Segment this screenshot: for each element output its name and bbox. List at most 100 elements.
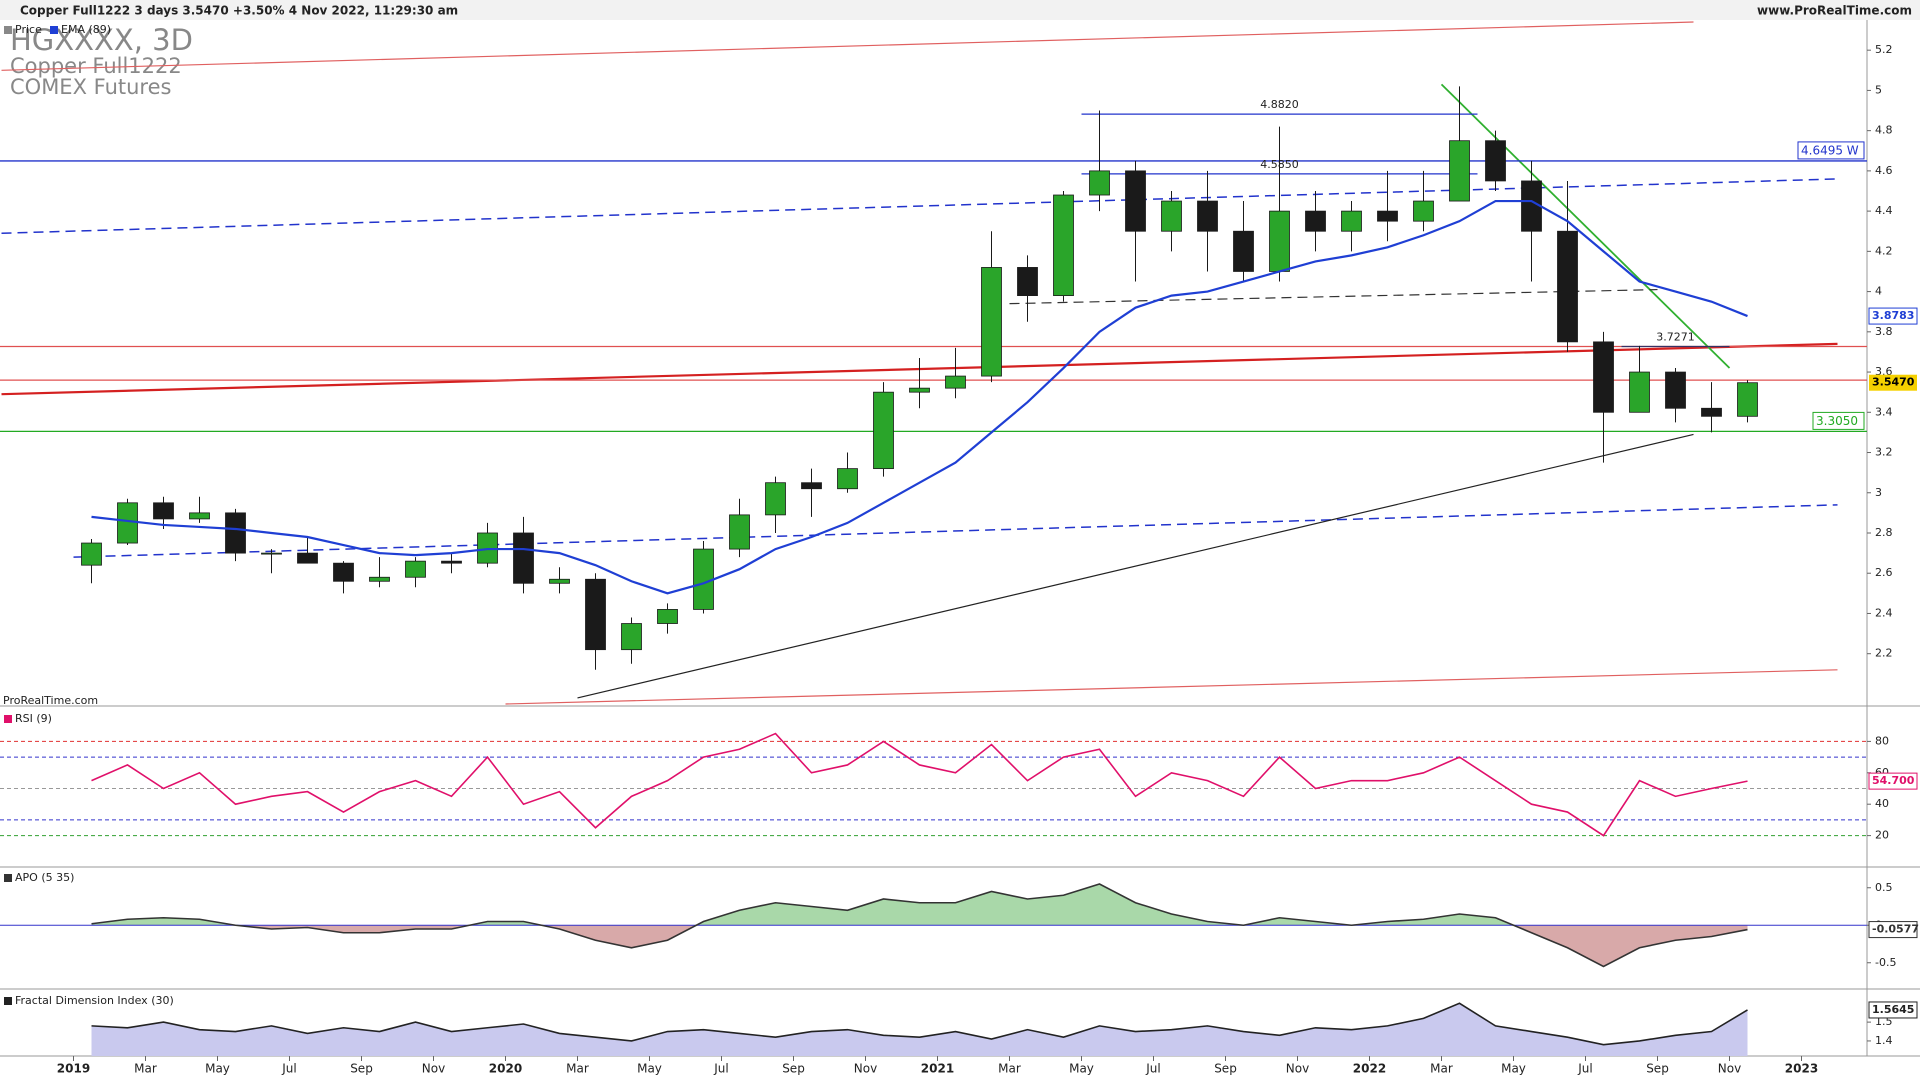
candle-body	[657, 609, 678, 624]
exchange: COMEX Futures	[10, 75, 171, 99]
candle-body	[621, 623, 642, 651]
candle-body	[837, 468, 858, 490]
y-tick-label: 20	[1875, 829, 1889, 842]
candle-body	[1161, 200, 1182, 232]
candle-body	[1341, 210, 1362, 232]
last-value-box	[1868, 772, 1918, 790]
x-tick-label: May	[1069, 1062, 1094, 1076]
x-tick-label: Sep	[782, 1062, 805, 1076]
trendline	[1009, 288, 1658, 305]
x-tick-label: Jul	[713, 1062, 728, 1076]
rsi-line	[91, 732, 1748, 837]
apo-line	[91, 883, 1748, 968]
fdi-line	[91, 1002, 1748, 1046]
last-value-label: 3.5470	[1872, 376, 1915, 389]
candle-body	[1377, 210, 1398, 222]
level-label-box	[1797, 141, 1865, 160]
candle-body	[1485, 140, 1506, 182]
trendline	[505, 669, 1838, 705]
level-label: 4.6495 W	[1801, 143, 1859, 157]
source: www.ProRealTime.com	[1757, 4, 1912, 18]
area-negative	[91, 925, 1748, 967]
x-tick-label: May	[637, 1062, 662, 1076]
candle-body	[513, 532, 534, 584]
x-tick-label: May	[1501, 1062, 1526, 1076]
watermark: ProRealTime.com	[3, 694, 98, 707]
x-tick-label: Nov	[1718, 1062, 1741, 1076]
candle-body	[1449, 140, 1470, 202]
legend-swatch	[50, 26, 58, 34]
y-tick-label: 4.6	[1875, 164, 1893, 177]
candle-body	[585, 578, 606, 651]
candle-body	[1233, 230, 1254, 272]
candle-body	[981, 267, 1002, 377]
candle-body	[1701, 407, 1722, 417]
candle-body	[1017, 267, 1038, 297]
candle-body	[1665, 371, 1686, 409]
y-tick-label: 2.2	[1875, 647, 1893, 660]
candle-body	[549, 578, 570, 584]
candle-body	[873, 391, 894, 470]
candle-body	[441, 560, 462, 564]
y-tick-label: 3	[1875, 486, 1882, 499]
x-tick-label: Nov	[1286, 1062, 1309, 1076]
x-tick-label: Nov	[422, 1062, 445, 1076]
x-tick-label: Sep	[1646, 1062, 1669, 1076]
candle-body	[1413, 200, 1434, 222]
candle-body	[1053, 194, 1074, 297]
candle-body	[405, 560, 426, 578]
candle-body	[261, 552, 282, 555]
trendline	[1440, 83, 1731, 369]
y-tick-label: 0.5	[1875, 881, 1893, 894]
y-tick-label: 4.8	[1875, 124, 1893, 137]
segment-label: 4.8820	[1260, 98, 1299, 111]
candle-body	[945, 375, 966, 389]
last-value-label: -0.0577	[1872, 923, 1919, 936]
y-tick-label: 2.4	[1875, 606, 1893, 619]
candle-body	[81, 542, 102, 566]
panel-swatch	[4, 874, 12, 882]
y-tick-label: 5.2	[1875, 43, 1893, 56]
last-value-box	[1868, 1001, 1918, 1019]
x-tick-label: May	[205, 1062, 230, 1076]
last-value-label: 54.700	[1872, 774, 1915, 787]
x-tick-label: 2020	[489, 1062, 522, 1076]
x-tick-label: Sep	[1214, 1062, 1237, 1076]
x-tick-label: 2022	[1353, 1062, 1386, 1076]
candle-body	[1737, 382, 1758, 417]
y-tick-label: 3.2	[1875, 446, 1893, 459]
trendline	[73, 504, 1838, 558]
legend-entry: EMA (89)	[61, 23, 111, 36]
panel-title: Fractal Dimension Index (30)	[15, 994, 174, 1007]
area-positive	[91, 884, 1748, 926]
candle-body	[1305, 210, 1326, 232]
candle-body	[1629, 371, 1650, 413]
x-tick-label: 2023	[1785, 1062, 1818, 1076]
candle-body	[765, 482, 786, 516]
candle-body	[1125, 170, 1146, 232]
trendline	[1, 178, 1838, 234]
y-tick-label: 80	[1875, 734, 1889, 747]
candle-body	[153, 502, 174, 520]
candle-body	[225, 512, 246, 554]
x-tick-label: Sep	[350, 1062, 373, 1076]
y-tick-label: 2.6	[1875, 566, 1893, 579]
candle-body	[333, 562, 354, 582]
candle-body	[117, 502, 138, 544]
candle-body	[801, 482, 822, 490]
panel-swatch	[4, 715, 12, 723]
trendline	[1, 21, 1694, 71]
candle-body	[297, 552, 318, 564]
last-value-box	[1868, 307, 1918, 325]
panel-title: RSI (9)	[15, 712, 52, 725]
candle-body	[1269, 210, 1290, 272]
chart-title: HGXXXX, 3D	[10, 23, 193, 57]
segment-label: 3.7271	[1656, 331, 1695, 344]
panel-title: APO (5 35)	[15, 871, 74, 884]
level-label-box	[1812, 411, 1865, 430]
header-bar	[0, 0, 1920, 20]
candle-body	[1089, 170, 1110, 196]
y-tick-label: 4.2	[1875, 244, 1893, 257]
